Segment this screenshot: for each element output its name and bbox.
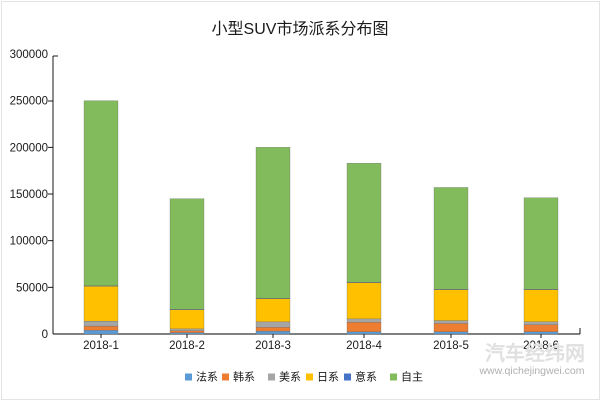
svg-text:自主: 自主 [401,371,423,384]
svg-text:2018-1: 2018-1 [83,340,119,352]
svg-text:50000: 50000 [16,282,48,294]
svg-text:法系: 法系 [196,370,218,384]
svg-text:2018-3: 2018-3 [255,340,291,352]
svg-text:300000: 300000 [10,49,48,61]
svg-text:2018-2: 2018-2 [169,340,205,352]
svg-text:0: 0 [42,329,48,341]
svg-text:美系: 美系 [279,371,301,384]
svg-text:250000: 250000 [10,96,48,108]
svg-text:韩系: 韩系 [233,370,255,384]
svg-text:2018-4: 2018-4 [346,340,382,352]
svg-text:日系: 日系 [317,371,339,384]
svg-text:200000: 200000 [10,142,48,154]
svg-text:意系: 意系 [355,370,377,384]
svg-text:www.qichejingwei.com: www.qichejingwei.com [478,365,584,377]
svg-text:100000: 100000 [10,236,48,248]
svg-text:汽车经纬网: 汽车经纬网 [485,341,585,365]
svg-text:2018-5: 2018-5 [433,340,469,352]
svg-text:150000: 150000 [10,189,48,201]
